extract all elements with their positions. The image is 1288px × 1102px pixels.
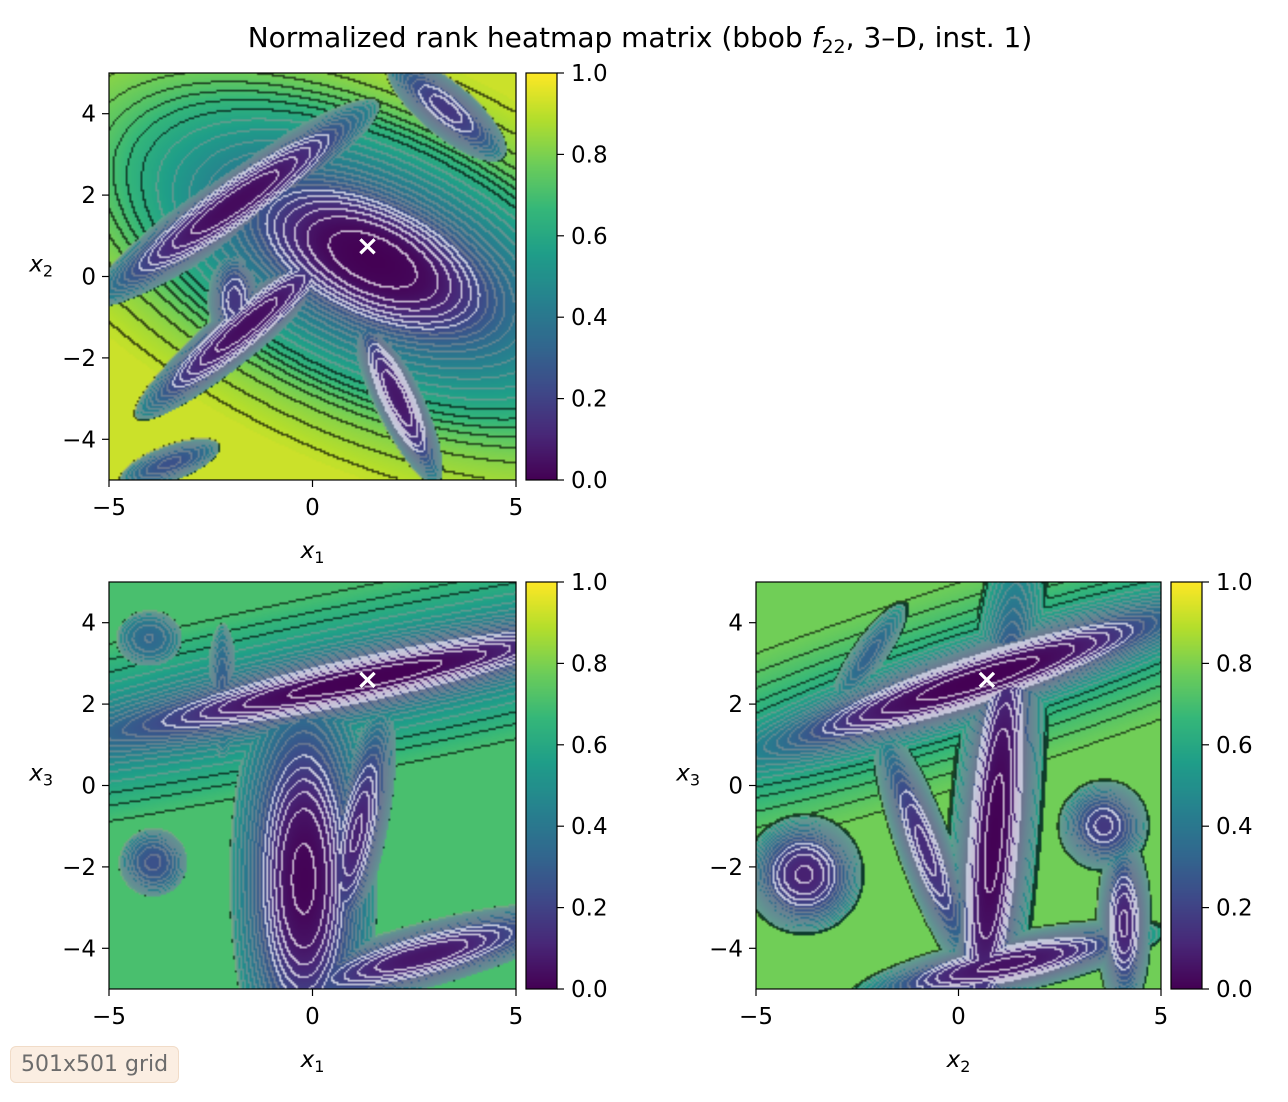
colorbar-tick-label: 0.2 [1216,896,1253,922]
colorbar-frame [1170,581,1203,990]
y-tick-label: 2 [81,183,96,209]
y-tick-label: −4 [709,936,743,962]
colorbar-tick-label: 0.6 [1216,733,1253,759]
y-tick-label: 2 [728,692,743,718]
y-tick-label: 2 [81,692,96,718]
colorbar-tick-label: 0.8 [571,142,608,168]
y-tick-label: −2 [62,346,96,372]
colorbar-gradient [526,73,557,480]
y-tick-label: −2 [62,855,96,881]
y-tick-label: 0 [81,265,96,291]
grid-size-badge: 501x501 grid [10,1046,180,1083]
colorbar-tick-label: 0.2 [571,387,608,413]
y-tick-label: 0 [81,774,96,800]
x-axis-label: x1 [300,1047,325,1076]
optimum-marker: × [975,663,998,696]
colorbar-tick-label: 0.4 [571,814,608,840]
colorbar-tick-label: 0.6 [571,733,608,759]
colorbar-tick-label: 1.0 [1216,570,1253,596]
y-tick-label: 4 [81,102,96,128]
x-tick-label: 5 [509,1004,524,1030]
colorbar-tick-label: 0.0 [1216,977,1253,1003]
heatmap-panel-bottom-right: × −5 0 5 −4 −2 0 2 4 x2 x3 0.0 0.2 0.4 0.6 0.8 1.0 [675,570,1252,1076]
y-tick-label: 4 [728,611,743,637]
optimum-marker: × [356,229,379,262]
x-tick-label: 0 [951,1004,966,1030]
heatmap-panels: × −5 0 5 −4 −2 0 2 4 x1 x2 0.0 0.2 0.4 0.6 0.8 1.0 × −5 0 5 −… [28,61,1252,1076]
x-axis-label: x2 [946,1047,971,1076]
y-axis-label: x3 [28,761,53,790]
colorbar-tick-label: 0.0 [571,977,608,1003]
colorbar-frame [525,72,558,481]
heatmap-panel-bottom-left: × −5 0 5 −4 −2 0 2 4 x1 x3 0.0 0.2 0.4 0.6 0.8 1.0 [28,570,607,1076]
colorbar-tick-label: 0.6 [571,224,608,250]
colorbar-tick-label: 0.4 [571,305,608,331]
colorbar-tick-label: 0.8 [1216,651,1253,677]
y-axis-label: x2 [28,252,53,281]
colorbar-tick-label: 1.0 [571,61,608,87]
optimum-marker: × [356,663,379,696]
colorbar-gradient [1171,582,1202,989]
x-tick-label: 5 [509,495,524,521]
figure-title: Normalized rank heatmap matrix (bbob f22… [248,21,1033,58]
x-tick-label: −5 [739,1004,773,1030]
colorbar-gradient [526,582,557,989]
y-tick-label: 4 [81,611,96,637]
y-axis-label: x3 [675,761,700,790]
heatmap-panel-top-left: × −5 0 5 −4 −2 0 2 4 x1 x2 0.0 0.2 0.4 0.6 0.8 1.0 [28,61,607,567]
x-tick-label: −5 [92,1004,126,1030]
colorbar-tick-label: 0.4 [1216,814,1253,840]
colorbar-tick-label: 0.2 [571,896,608,922]
y-tick-label: 0 [728,774,743,800]
colorbar-frame [525,581,558,990]
x-tick-label: 0 [305,495,320,521]
y-tick-label: −2 [709,855,743,881]
x-tick-label: 5 [1154,1004,1169,1030]
heatmap-image [756,582,1161,989]
heatmap-image [109,73,516,480]
colorbar-tick-label: 1.0 [571,570,608,596]
y-tick-label: −4 [62,427,96,453]
x-axis-label: x1 [300,538,325,567]
colorbar-tick-label: 0.0 [571,468,608,494]
y-tick-label: −4 [62,936,96,962]
heatmap-image [109,582,516,989]
colorbar-tick-label: 0.8 [571,651,608,677]
x-tick-label: −5 [92,495,126,521]
x-tick-label: 0 [305,1004,320,1030]
